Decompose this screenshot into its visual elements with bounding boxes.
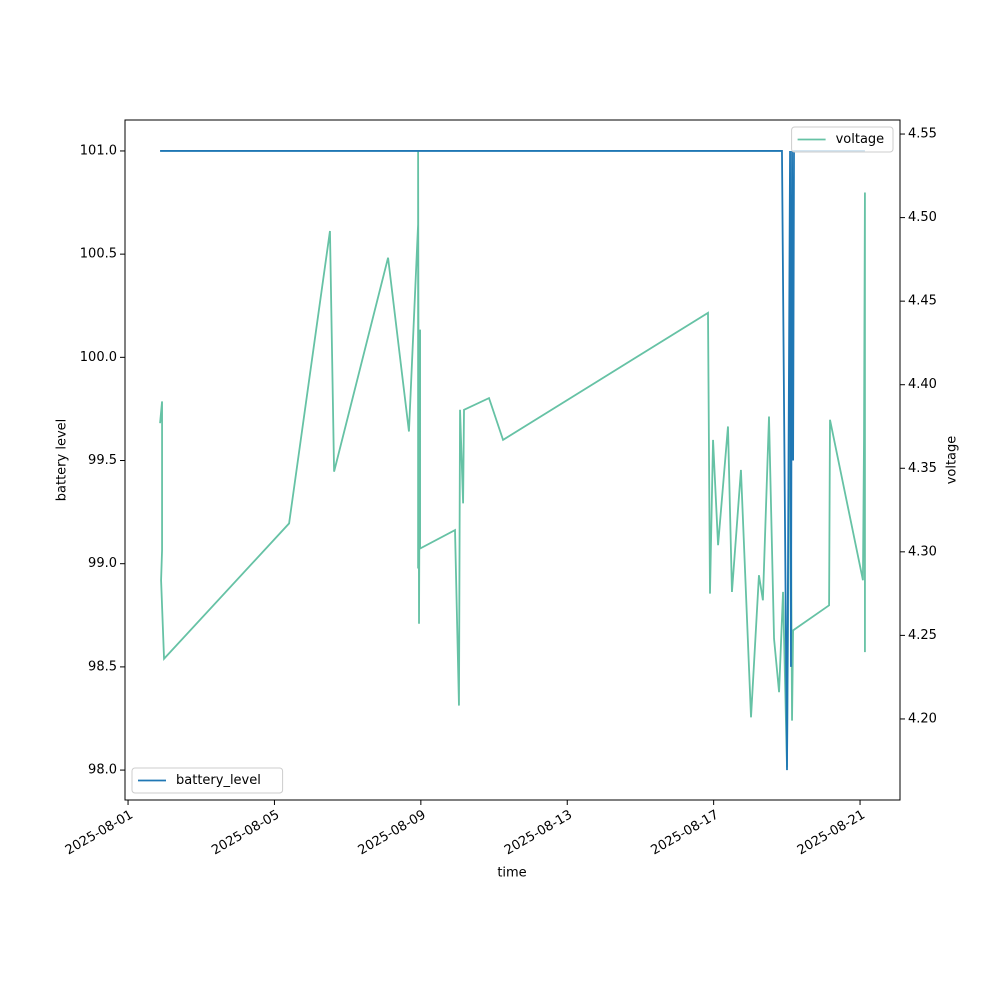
x-axis-label: time [497, 866, 526, 881]
series-line [159, 150, 866, 768]
x-tick-label: 2025-08-09 [356, 808, 429, 859]
y-tick-label: 101.0 [80, 143, 117, 158]
x-tick-label: 2025-08-01 [63, 808, 136, 859]
y-tick-label: 98.0 [88, 763, 117, 778]
plot-frame [124, 119, 901, 801]
y-axis-label: battery level [55, 419, 70, 502]
legend-label: voltage [836, 132, 885, 147]
series-line [160, 150, 865, 771]
y2-axis-label: voltage [945, 436, 960, 485]
y2-tick-label: 4.25 [908, 628, 937, 643]
x-tick-label: 2025-08-21 [795, 808, 868, 859]
legend-label: battery_level [176, 773, 261, 788]
y-tick-label: 100.0 [80, 350, 117, 365]
y-tick-label: 100.5 [80, 247, 117, 262]
x-tick-label: 2025-08-05 [209, 808, 282, 859]
x-tick-label: 2025-08-13 [502, 808, 575, 859]
y2-tick-label: 4.20 [908, 711, 937, 726]
y2-tick-label: 4.35 [908, 461, 937, 476]
y-tick-label: 99.0 [88, 556, 117, 571]
x-tick-label: 2025-08-17 [648, 808, 721, 859]
legend-box [131, 767, 284, 794]
y2-tick-label: 4.55 [908, 127, 937, 142]
y2-tick-label: 4.30 [908, 544, 937, 559]
y-tick-label: 98.5 [88, 659, 117, 674]
y2-tick-label: 4.40 [908, 377, 937, 392]
y2-tick-label: 4.50 [908, 210, 937, 225]
y-tick-label: 99.5 [88, 453, 117, 468]
legend-box [791, 126, 894, 153]
y2-tick-label: 4.45 [908, 294, 937, 309]
